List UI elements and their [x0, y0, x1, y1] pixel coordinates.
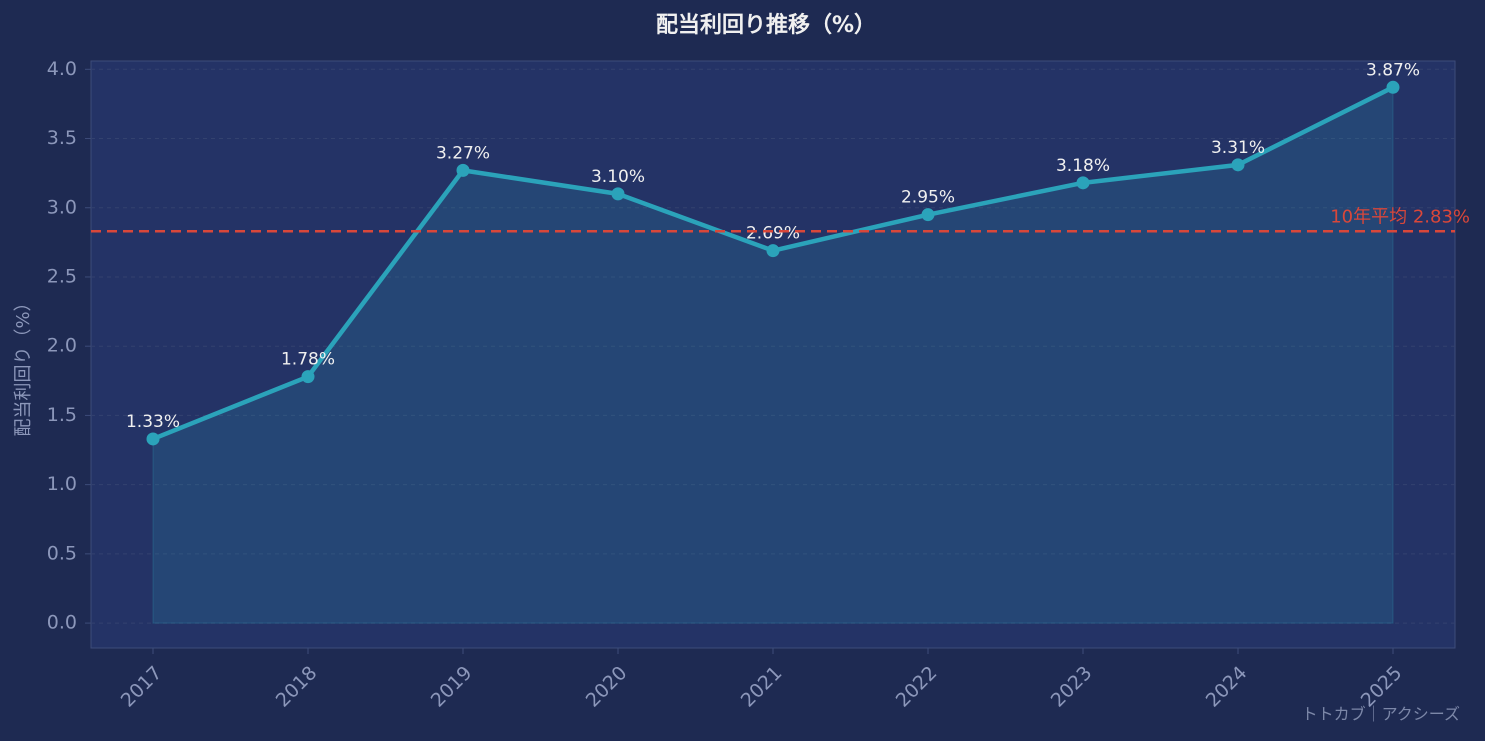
y-tick-label: 3.5: [47, 127, 77, 149]
data-label: 3.18%: [1056, 156, 1110, 176]
y-tick-label: 1.0: [47, 473, 77, 495]
y-tick-label: 3.0: [47, 196, 77, 218]
point: [921, 208, 935, 222]
y-tick-label: 1.5: [47, 404, 77, 426]
data-label: 3.27%: [436, 143, 490, 163]
data-label: 2.69%: [746, 224, 800, 244]
y-tick-label: 4.0: [47, 58, 77, 80]
reference-label: 10年平均 2.83%: [1330, 206, 1470, 227]
point: [611, 187, 625, 201]
point: [456, 163, 470, 177]
data-label: 1.33%: [126, 412, 180, 432]
y-tick-label: 0.5: [47, 542, 77, 564]
point: [1386, 80, 1400, 94]
data-label: 3.31%: [1211, 138, 1265, 158]
y-tick-label: 0.0: [47, 612, 77, 634]
data-label: 1.78%: [281, 350, 335, 370]
y-tick-label: 2.0: [47, 335, 77, 357]
data-label: 3.87%: [1366, 60, 1420, 80]
point: [1076, 176, 1090, 190]
watermark: トトカブ｜アクシーズ: [1302, 705, 1460, 724]
chart-title: 配当利回り推移（%）: [656, 12, 876, 38]
plot-area: [90, 60, 1456, 649]
point: [146, 432, 160, 446]
point: [1231, 158, 1245, 172]
data-label: 3.10%: [591, 167, 645, 187]
data-label: 2.95%: [901, 188, 955, 208]
y-axis-label: 配当利回り（%）: [13, 293, 34, 436]
point: [766, 244, 780, 258]
y-tick-label: 2.5: [47, 265, 77, 287]
point: [301, 370, 315, 384]
